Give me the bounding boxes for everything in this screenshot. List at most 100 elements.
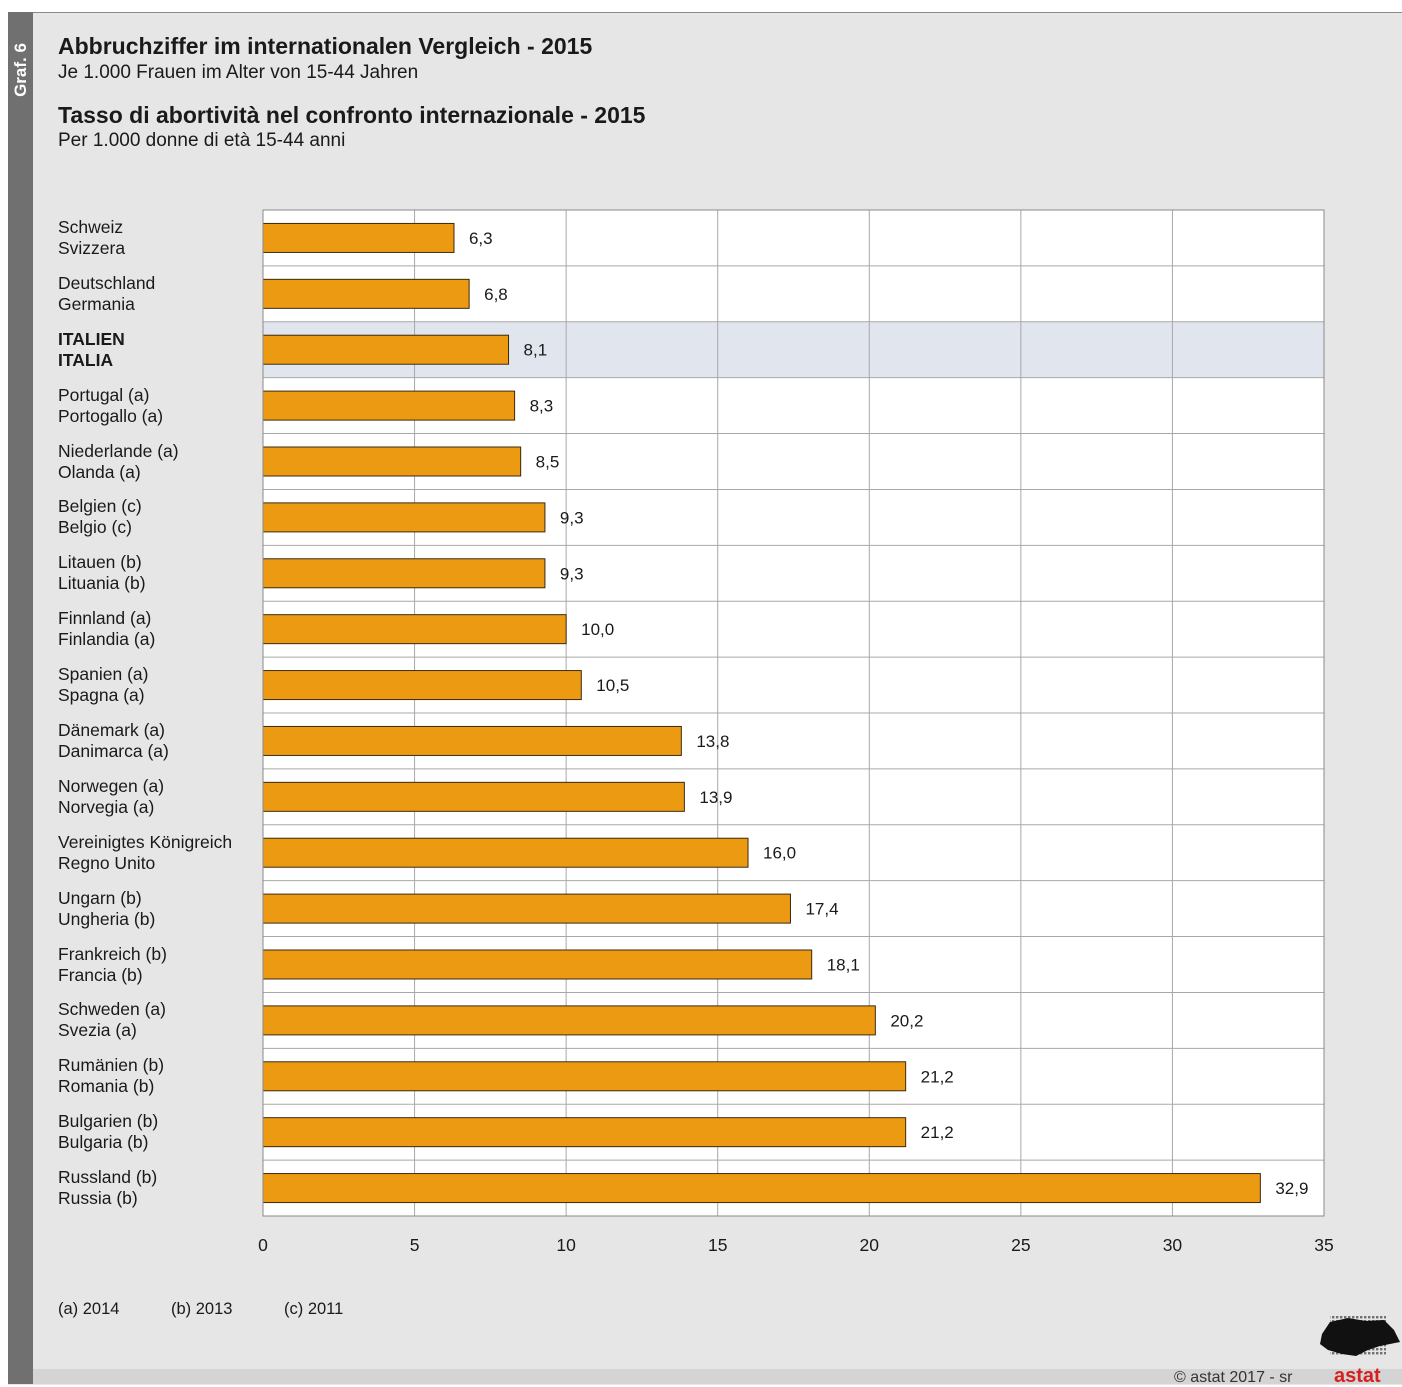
- category-label: Deutschland Germania: [58, 273, 155, 315]
- bar: [262, 334, 510, 365]
- category-label-italian: Romania (b): [58, 1076, 155, 1097]
- bar: [262, 837, 749, 868]
- category-label: Finnland (a) Finlandia (a): [58, 608, 155, 650]
- category-label-italian: Olanda (a): [58, 461, 141, 482]
- category-label: Rumänien (b) Romania (b): [58, 1055, 164, 1097]
- category-label-italian: Francia (b): [58, 964, 143, 985]
- bar: [262, 781, 685, 812]
- footnote-c: (c) 2011: [284, 1300, 344, 1318]
- bar-value-label: 13,9: [699, 788, 732, 807]
- bar: [262, 614, 567, 645]
- category-label-german: Schweiz: [58, 217, 124, 237]
- category-label-german: Schweden (a): [58, 999, 166, 1020]
- category-label-italian: Russia (b): [58, 1188, 138, 1209]
- bar-value-label: 10,5: [596, 676, 629, 695]
- category-label-german: Finnland (a): [58, 608, 152, 629]
- category-label-german: Ungarn (b): [58, 887, 142, 908]
- astat-logo-text: astat: [1334, 1365, 1381, 1384]
- bar-value-label: 8,3: [530, 397, 554, 416]
- bar-value-label: 20,2: [890, 1011, 923, 1030]
- x-tick-label: 35: [1314, 1235, 1333, 1255]
- category-label: Vereinigtes Königreich Regno Unito: [58, 832, 232, 874]
- category-label-italian: Norvegia (a): [58, 796, 155, 817]
- bar: [262, 893, 791, 924]
- x-tick-label: 25: [1011, 1235, 1030, 1255]
- bar-value-label: 8,1: [524, 341, 548, 360]
- category-label-italian: Germania: [58, 293, 135, 314]
- bar: [262, 502, 546, 533]
- category-label: Portugal (a) Portogallo (a): [58, 385, 163, 427]
- category-label-german: Vereinigtes Königreich: [58, 831, 233, 852]
- x-tick-label: 10: [556, 1235, 576, 1255]
- category-label: Spanien (a) Spagna (a): [58, 664, 148, 706]
- category-label-italian: Svezia (a): [58, 1020, 137, 1041]
- category-label-italian: ITALIA: [58, 349, 114, 370]
- bar-value-label: 21,2: [921, 1067, 954, 1086]
- footnote-b: (b) 2013: [171, 1300, 233, 1318]
- bar-value-label: 10,0: [581, 620, 614, 639]
- bar-value-label: 9,3: [560, 508, 584, 527]
- category-label: Litauen (b) Lituania (b): [58, 552, 146, 594]
- category-label-italian: Spagna (a): [58, 685, 145, 706]
- plot-border: [262, 209, 1325, 1217]
- category-label: Norwegen (a) Norvegia (a): [58, 776, 164, 818]
- astat-logo: astat: [1320, 1316, 1400, 1384]
- category-label: Russland (b) Russia (b): [58, 1167, 157, 1209]
- category-label-italian: Bulgaria (b): [58, 1132, 149, 1153]
- category-label: Dänemark (a) Danimarca (a): [58, 720, 169, 762]
- bar: [262, 278, 470, 309]
- category-label-italian: Regno Unito: [58, 852, 156, 873]
- title-german: Abbruchziffer im internationalen Verglei…: [58, 33, 593, 59]
- category-label-german: Norwegen (a): [58, 775, 165, 796]
- bar: [262, 1005, 876, 1036]
- bar: [262, 1061, 907, 1092]
- bar: [262, 1117, 907, 1148]
- category-label: Frankreich (b) Francia (b): [58, 944, 167, 986]
- category-label-german: Dänemark (a): [58, 720, 165, 740]
- bar: [262, 222, 455, 253]
- category-label-german: Deutschland: [58, 272, 156, 293]
- x-tick-label: 5: [410, 1235, 420, 1255]
- category-label-italian: Lituania (b): [58, 573, 146, 594]
- subtitle-german: Je 1.000 Frauen im Alter von 15-44 Jahre…: [58, 62, 419, 83]
- footnote-a: (a) 2014: [58, 1300, 120, 1318]
- category-label: Niederlande (a) Olanda (a): [58, 441, 179, 483]
- bottom-strip: [33, 1369, 1402, 1384]
- bar-value-label: 13,8: [696, 732, 729, 751]
- category-label: Schweden (a) Svezia (a): [58, 999, 166, 1041]
- category-label: ITALIEN ITALIA: [58, 329, 125, 371]
- bar: [262, 390, 516, 421]
- bar-value-label: 6,3: [469, 229, 493, 248]
- x-tick-label: 0: [258, 1235, 268, 1255]
- copyright-text: © astat 2017 - sr: [1174, 1369, 1293, 1386]
- category-label-italian: Svizzera: [58, 238, 126, 258]
- category-label-german: Belgien (c): [58, 496, 142, 517]
- category-label-german: Rumänien (b): [58, 1055, 165, 1076]
- bar: [262, 446, 522, 477]
- category-label: Belgien (c) Belgio (c): [58, 496, 142, 538]
- bar-chart: 6,3 6,8 8,1 8,3 8,5 9,3 9,3 10,0 10,5 13,8 13,9 16,…: [258, 209, 1334, 1255]
- category-label-german: Frankreich (b): [58, 943, 167, 964]
- bar: [262, 1173, 1261, 1204]
- bar-value-label: 6,8: [484, 285, 508, 304]
- category-label-german: Bulgarien (b): [58, 1111, 159, 1132]
- category-label-italian: Finlandia (a): [58, 629, 156, 650]
- category-label-german: Spanien (a): [58, 664, 149, 685]
- category-label-german: Niederlande (a): [58, 440, 179, 461]
- bar: [262, 949, 813, 980]
- bar-value-label: 16,0: [763, 844, 796, 863]
- bar: [262, 558, 546, 589]
- category-label: Schweiz Svizzera: [58, 217, 125, 259]
- astat-logo-mark: [1320, 1316, 1400, 1356]
- category-label-italian: Ungheria (b): [58, 908, 156, 929]
- subtitle-italian: Per 1.000 donne di età 15-44 anni: [58, 130, 346, 151]
- bar-value-label: 9,3: [560, 564, 584, 583]
- category-label-german: Portugal (a): [58, 384, 150, 405]
- bar: [262, 725, 682, 756]
- bar-value-label: 8,5: [536, 453, 560, 472]
- title-italian: Tasso di abortività nel confronto intern…: [58, 102, 646, 128]
- category-label-italian: Danimarca (a): [58, 741, 169, 761]
- category-label: Ungarn (b) Ungheria (b): [58, 888, 155, 930]
- x-tick-label: 30: [1163, 1235, 1183, 1255]
- bar-value-label: 18,1: [827, 956, 860, 975]
